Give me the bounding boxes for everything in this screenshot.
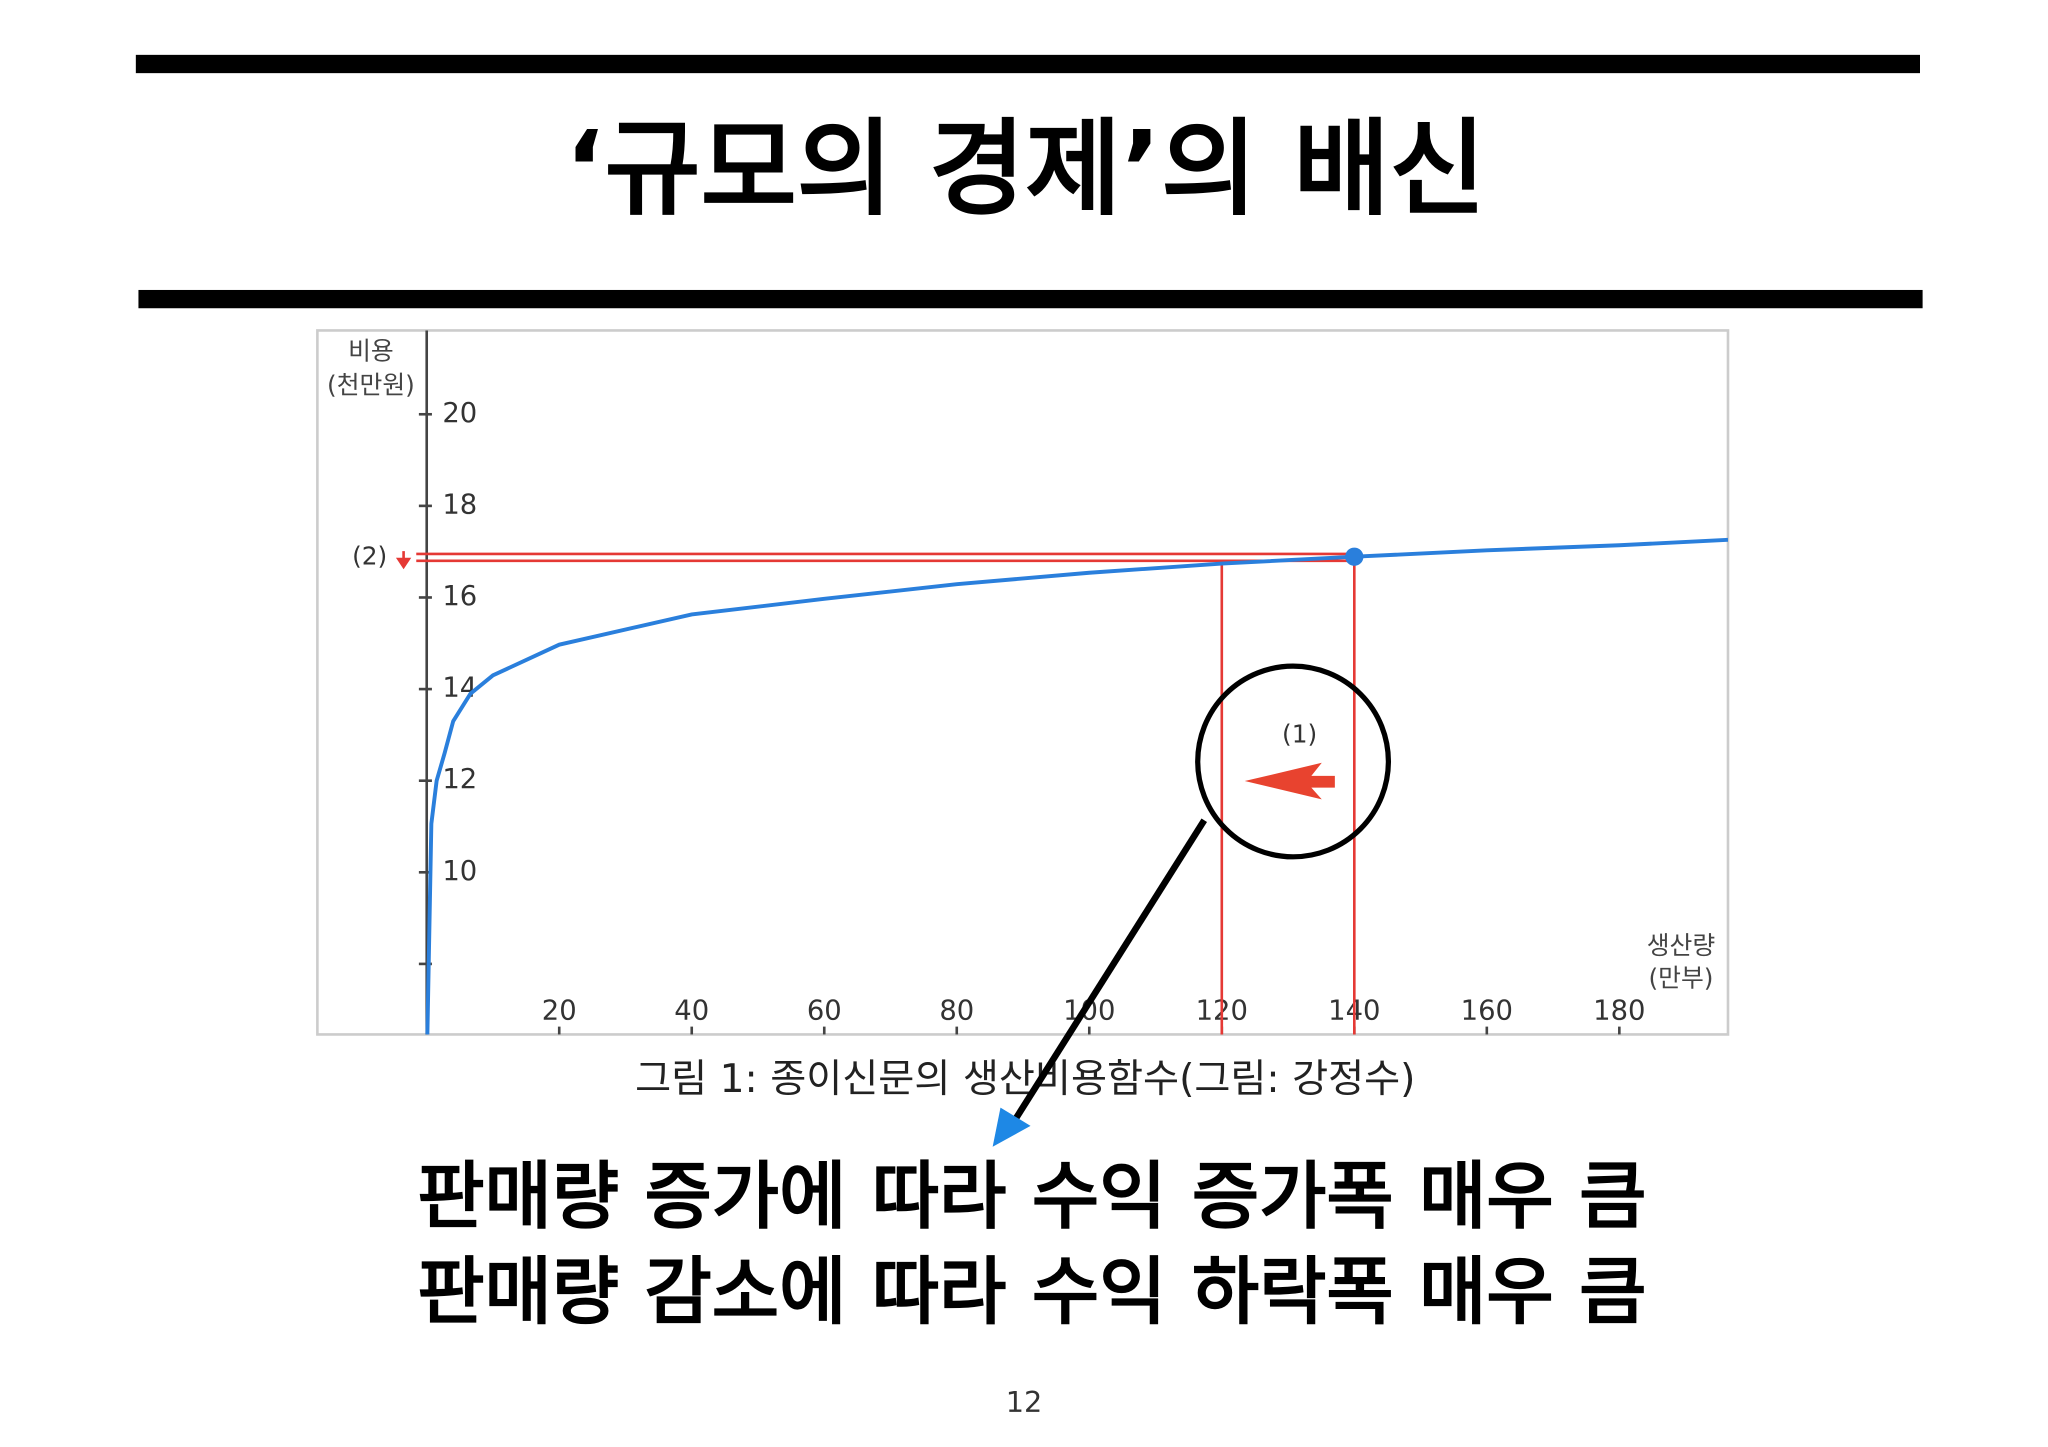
chart-frame [316, 329, 1730, 1036]
body-line: 판매량 감소에 따라 수익 하락폭 매우 큼 [417, 1250, 1646, 1335]
x-tick-label: 80 [939, 996, 974, 1027]
x-tick-label: 180 [1593, 996, 1645, 1027]
page-number: 12 [1006, 1385, 1043, 1419]
slide-content: ‘규모의 경제’의 배신 그림 1: 종이신문의 생산비용함수(그림: 강정수)… [135, 54, 1923, 1419]
top-bar [135, 54, 1920, 74]
down-arrow [395, 551, 412, 570]
cost-curve [425, 537, 1728, 1035]
y-axis-label: 비용 [348, 337, 394, 366]
x-axis-label: 생산량 [1647, 931, 1715, 960]
y-tick-label: 16 [442, 581, 477, 612]
y-tick-label: 12 [442, 764, 477, 795]
x-tick-label: 160 [1461, 996, 1513, 1027]
x-tick-label: 40 [674, 996, 709, 1027]
pointer-head [992, 1107, 1031, 1147]
caption: 그림 1: 종이신문의 생산비용함수(그림: 강정수) [635, 1057, 1415, 1102]
annotation: (1) [1282, 719, 1317, 748]
bottom-bar [138, 289, 1923, 309]
body-line: 판매량 증가에 따라 수익 증가폭 매우 큼 [417, 1155, 1646, 1240]
pointer-line [1013, 818, 1208, 1120]
x-tick-label: 20 [542, 996, 577, 1027]
y-axis-label: (천만원) [327, 371, 415, 400]
left-arrow [1244, 762, 1335, 800]
x-axis-label: (만부) [1648, 964, 1713, 993]
point [1345, 547, 1364, 566]
annotation: (2) [352, 542, 387, 571]
y-tick-label: 14 [442, 673, 477, 704]
y-tick-label: 10 [442, 856, 477, 887]
highlight-circle [1195, 663, 1392, 860]
y-tick-label: 20 [442, 398, 477, 429]
x-tick-label: 60 [807, 996, 842, 1027]
y-tick-label: 18 [442, 489, 477, 520]
slide-title: ‘규모의 경제’의 배신 [565, 108, 1486, 230]
